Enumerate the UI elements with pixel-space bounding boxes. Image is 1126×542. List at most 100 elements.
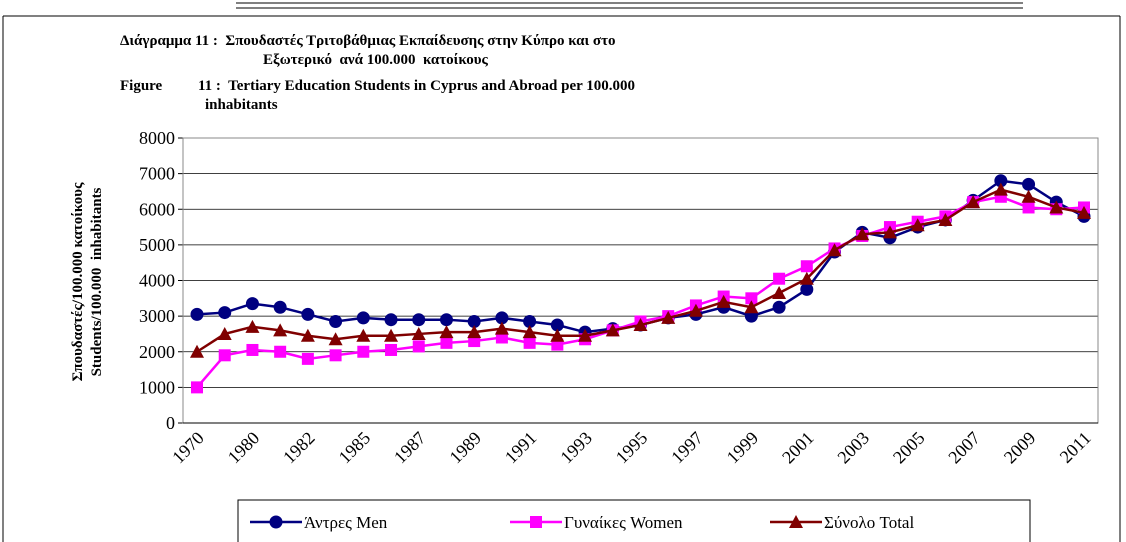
point (772, 300, 786, 314)
y-tick-label: 1000 (139, 377, 175, 397)
point (522, 325, 537, 339)
subtitle: Figure (120, 78, 163, 94)
subtitle: inhabitants (205, 97, 278, 113)
point (966, 195, 981, 209)
x-tick-label: 1993 (556, 428, 596, 468)
x-tick-label: 1982 (279, 428, 319, 468)
point (411, 326, 426, 340)
point (273, 323, 288, 337)
point (800, 282, 814, 296)
point (300, 328, 315, 342)
point (855, 227, 870, 241)
point (273, 300, 287, 314)
point (245, 297, 259, 311)
title: Διάγραμμα 11 : Σπουδαστές Τριτοβάθμιας Ε… (120, 33, 616, 49)
point (1021, 189, 1036, 203)
point (440, 336, 453, 349)
legend-label: Γυναίκες Women (564, 513, 683, 532)
point (530, 516, 542, 528)
point (494, 321, 509, 335)
x-tick-label: 1980 (224, 428, 264, 468)
point (274, 345, 287, 358)
y-tick-label: 6000 (139, 199, 175, 219)
point (439, 325, 454, 339)
legend-label: Άντρες Men (304, 513, 388, 532)
point (910, 218, 925, 232)
point (329, 314, 343, 328)
point (550, 328, 565, 342)
x-tick-label: 1989 (445, 428, 485, 468)
point (1022, 177, 1036, 191)
x-tick-label: 1997 (667, 428, 707, 468)
point (190, 344, 204, 358)
point (1022, 201, 1035, 214)
subtitle: 11 : Tertiary Education Students in Cypr… (198, 78, 635, 94)
point (772, 285, 787, 299)
y-tick-label: 5000 (139, 235, 175, 255)
y-axis-label: Students/100.000 inhabitants (89, 187, 105, 376)
point (799, 271, 814, 285)
point (1049, 200, 1064, 214)
point (245, 319, 260, 333)
point (328, 332, 343, 346)
x-tick-label: 1999 (723, 428, 763, 468)
y-tick-label: 4000 (139, 271, 175, 291)
point (439, 313, 453, 327)
x-tick-label: 1985 (335, 428, 375, 468)
x-tick-label: 2003 (833, 428, 873, 468)
x-tick-label: 2005 (889, 428, 929, 468)
point (191, 381, 203, 394)
point (661, 310, 676, 324)
y-tick-label: 3000 (139, 306, 175, 326)
x-tick-label: 2001 (778, 428, 818, 468)
point (688, 303, 703, 317)
y-tick-label: 2000 (139, 342, 175, 362)
point (578, 328, 593, 342)
point (605, 323, 620, 337)
point (789, 515, 803, 528)
point (190, 307, 204, 321)
y-tick-label: 8000 (139, 128, 175, 148)
y-tick-label: 0 (166, 413, 175, 433)
y-tick-label: 7000 (139, 164, 175, 184)
point (716, 294, 731, 308)
point (218, 306, 232, 320)
point (993, 182, 1008, 196)
point (329, 349, 342, 362)
point (467, 325, 482, 339)
point (301, 307, 315, 321)
point (218, 349, 231, 362)
point (412, 340, 425, 353)
point (246, 343, 259, 356)
title: Εξωτερικό ανά 100.000 κατοίκους (263, 52, 489, 68)
x-tick-label: 1970 (168, 428, 208, 468)
point (412, 313, 426, 327)
point (633, 318, 648, 332)
point (356, 311, 370, 325)
series-line (196, 179, 1085, 334)
point (217, 326, 232, 340)
point (773, 272, 786, 285)
y-axis-label: Σπουδαστές/100.000 κατοίκους (70, 182, 86, 381)
point (385, 343, 398, 356)
point (357, 345, 370, 358)
point (827, 243, 842, 257)
point (938, 212, 953, 226)
x-tick-label: 1987 (390, 428, 430, 468)
point (301, 352, 314, 365)
point (800, 260, 813, 273)
point (384, 313, 398, 327)
x-tick-label: 2011 (1056, 428, 1095, 467)
point (882, 225, 897, 239)
point (356, 328, 371, 342)
x-tick-label: 2009 (1000, 428, 1040, 468)
point (523, 336, 536, 349)
x-tick-label: 1991 (501, 428, 541, 468)
point (745, 292, 758, 305)
x-tick-label: 2007 (944, 428, 984, 468)
point (1077, 205, 1091, 219)
x-tick-label: 1995 (612, 428, 652, 468)
point (269, 515, 283, 529)
